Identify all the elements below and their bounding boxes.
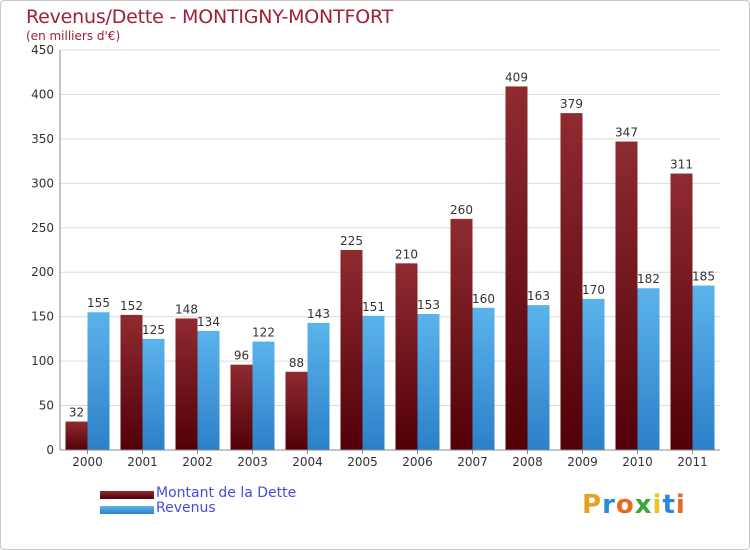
bar-revenus (692, 285, 715, 450)
proxiti-logo: Proxiti (582, 490, 686, 520)
bars-layer (65, 86, 715, 451)
bar-dette (175, 318, 198, 450)
data-label-dette: 379 (560, 97, 583, 111)
bar-dette (65, 421, 88, 450)
data-label-revenus: 170 (582, 283, 605, 297)
logo-letter: i (675, 490, 686, 520)
bar-dette (340, 250, 363, 450)
axis-layer: 0 50 100 150 200 250 300 350 400 450 2000 2001 2002 2… (31, 43, 720, 469)
bar-revenus (307, 322, 330, 450)
bar-dette (670, 173, 693, 451)
y-tick-label: 300 (31, 176, 54, 190)
bar-dette (560, 113, 583, 450)
data-label-dette: 32 (69, 406, 84, 420)
y-tick-label: 0 (46, 443, 54, 457)
legend-swatch-dette (100, 491, 154, 499)
bar-dette (395, 263, 418, 450)
data-label-revenus: 182 (637, 272, 660, 286)
x-tick-label: 2002 (182, 455, 213, 469)
grid-layer (60, 49, 720, 407)
data-label-revenus: 122 (252, 326, 275, 340)
y-tick-label: 200 (31, 265, 54, 279)
bar-revenus (527, 305, 550, 450)
bar-dette (230, 364, 253, 450)
bar-dette (120, 314, 143, 450)
bar-dette (505, 86, 528, 450)
bar-revenus (197, 330, 220, 450)
bar-revenus (362, 315, 385, 450)
y-tick-label: 450 (31, 43, 54, 57)
data-label-revenus: 151 (362, 300, 385, 314)
data-label-revenus: 143 (307, 307, 330, 321)
logo-letter: o (615, 490, 635, 520)
data-label-revenus: 153 (417, 298, 440, 312)
data-label-dette: 225 (340, 234, 363, 248)
x-tick-label: 2009 (567, 455, 598, 469)
x-tick-label: 2006 (402, 455, 433, 469)
logo-letter: t (662, 490, 676, 520)
data-label-revenus: 155 (87, 296, 110, 310)
bar-dette (450, 218, 473, 450)
chart-title: Revenus/Dette - MONTIGNY-MONTFORT (26, 6, 393, 28)
chart-subtitle: (en milliers d'€) (26, 29, 121, 43)
data-label-dette: 96 (234, 349, 249, 363)
data-label-dette: 311 (670, 158, 693, 172)
x-tick-label: 2007 (457, 455, 488, 469)
data-label-revenus: 185 (692, 270, 715, 284)
logo-letter: r (602, 490, 616, 520)
y-tick-label: 150 (31, 310, 54, 324)
bar-revenus (417, 314, 440, 450)
data-label-dette: 347 (615, 126, 638, 140)
data-label-revenus: 125 (142, 323, 165, 337)
y-tick-label: 350 (31, 132, 54, 146)
x-tick-label: 2005 (347, 455, 378, 469)
logo-letter: i (652, 490, 663, 520)
logo-letter: P (582, 490, 603, 520)
x-tick-label: 2011 (677, 455, 708, 469)
bar-revenus (582, 298, 605, 450)
data-label-revenus: 160 (472, 292, 495, 306)
bar-revenus (87, 312, 110, 450)
x-tick-label: 2003 (237, 455, 268, 469)
data-label-dette: 409 (505, 70, 528, 84)
y-tick-label: 100 (31, 354, 54, 368)
x-tick-label: 2004 (292, 455, 323, 469)
bar-revenus (252, 341, 275, 450)
legend-label-revenus: Revenus (156, 500, 216, 516)
data-label-revenus: 163 (527, 289, 550, 303)
data-label-dette: 210 (395, 247, 418, 261)
x-tick-label: 2008 (512, 455, 543, 469)
logo-letter: x (634, 490, 653, 520)
x-tick-label: 2010 (622, 455, 653, 469)
data-label-dette: 88 (289, 356, 304, 370)
legend-label-dette: Montant de la Dette (156, 485, 297, 501)
bar-revenus (637, 288, 660, 450)
y-tick-label: 250 (31, 221, 54, 235)
x-tick-label: 2000 (72, 455, 103, 469)
data-label-dette: 260 (450, 203, 473, 217)
bar-dette (615, 141, 638, 451)
legend-swatch-revenus (100, 506, 154, 514)
y-tick-label: 50 (39, 399, 54, 413)
data-label-revenus: 134 (197, 315, 220, 329)
y-tick-label: 400 (31, 87, 54, 101)
bar-revenus (472, 307, 495, 450)
bar-revenus (142, 338, 165, 450)
data-label-dette: 148 (175, 302, 198, 316)
bar-dette (285, 371, 308, 450)
data-label-dette: 152 (120, 299, 143, 313)
x-tick-label: 2001 (127, 455, 158, 469)
